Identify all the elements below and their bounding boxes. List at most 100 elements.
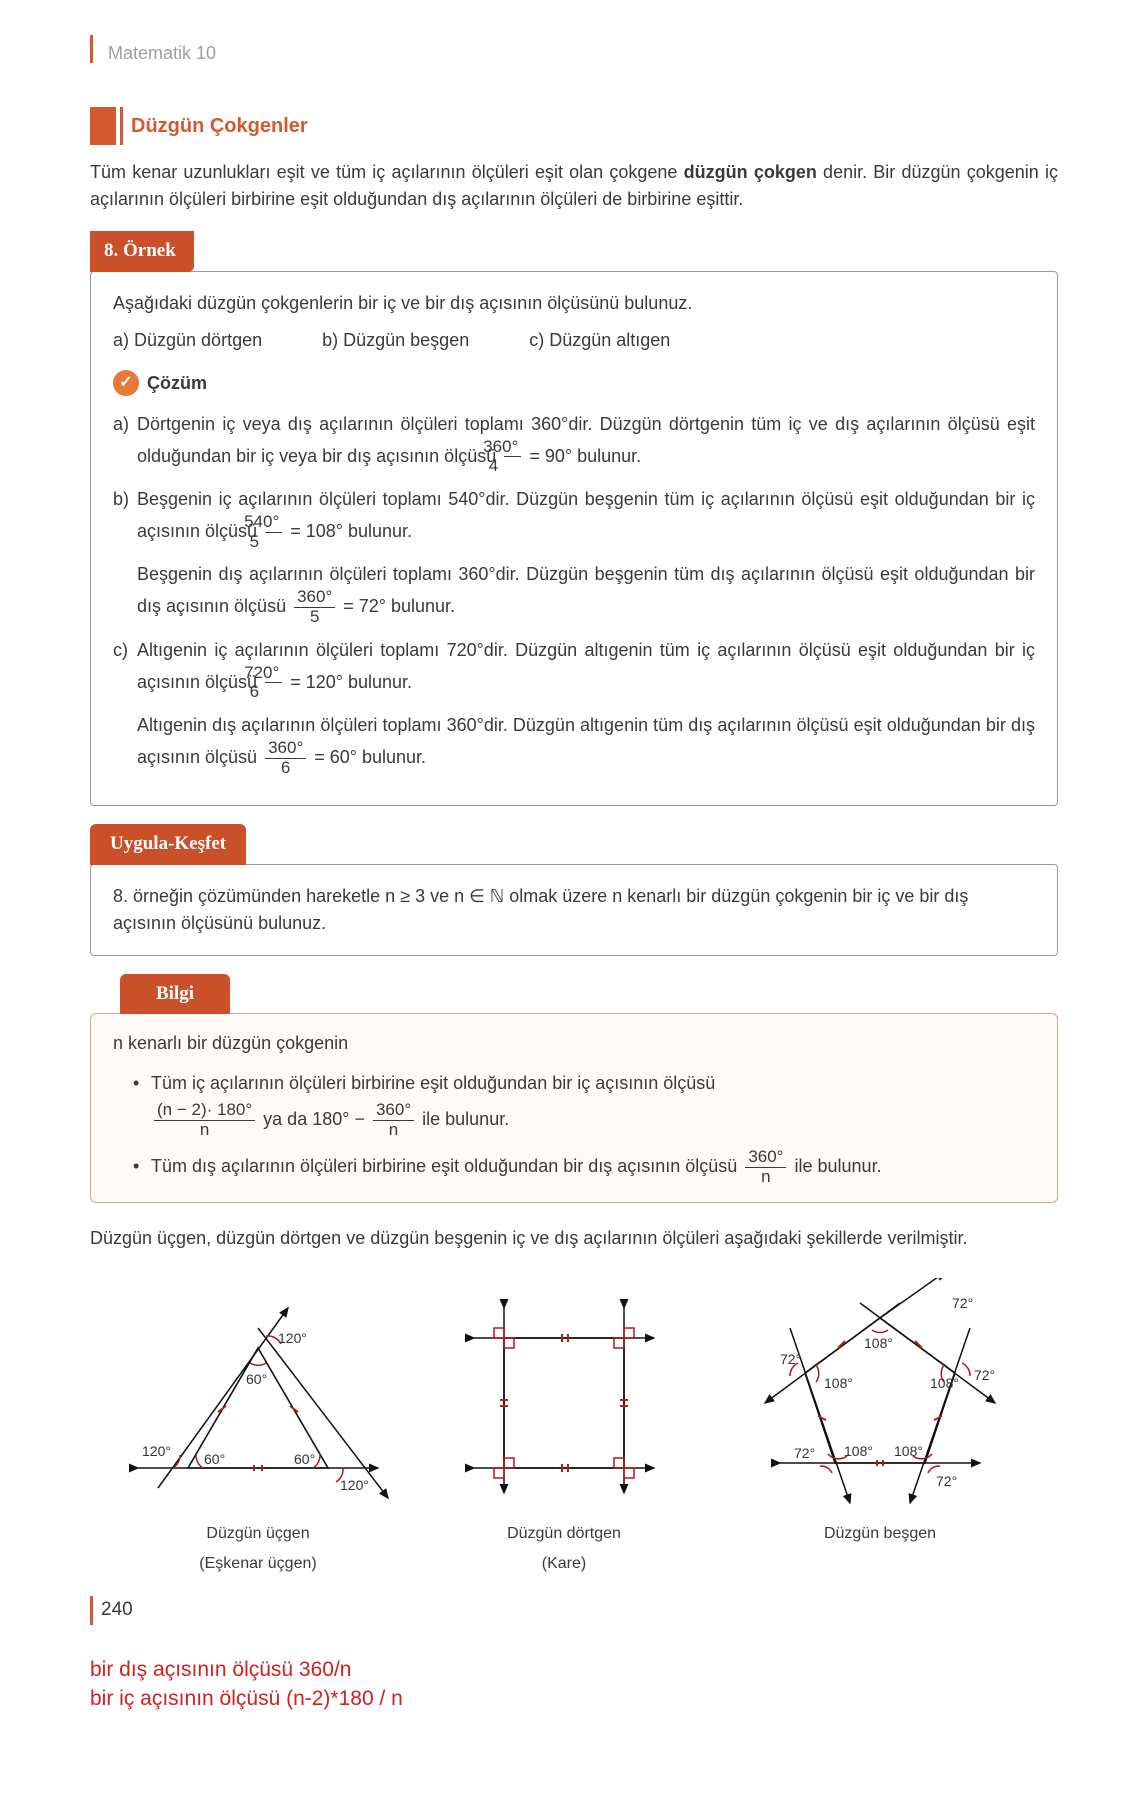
p-72-br: 72°: [936, 1473, 957, 1489]
frac-a-num: 360°: [504, 438, 521, 458]
intro-bold: düzgün çokgen: [684, 162, 817, 182]
sol-a-end: bulunur.: [577, 445, 641, 465]
sol-c-lbl: c): [113, 637, 137, 664]
p-108-tr: 108°: [930, 1375, 959, 1391]
figures-row: 120° 60° 120° 60° 60° 120° Düzgün üçgen …: [90, 1278, 1058, 1576]
frac-c2-num: 360°: [265, 739, 306, 759]
p-108-top: 108°: [864, 1335, 893, 1351]
pent-cap1: Düzgün beşgen: [730, 1522, 1030, 1546]
sol-a-eq: = 90°: [524, 445, 577, 465]
frac-a: 360°4: [504, 438, 521, 476]
course-title: Matematik 10: [90, 40, 1058, 67]
bilgi-frac1: (n − 2)· 180°n: [154, 1101, 255, 1139]
intro-paragraph: Tüm kenar uzunlukları eşit ve tüm iç açı…: [90, 159, 1058, 213]
p-72-tr: 72°: [974, 1367, 995, 1383]
sol-b: b)Beşgenin iç açılarının ölçüleri toplam…: [113, 486, 1035, 551]
sol-a: a)Dörtgenin iç veya dış açılarının ölçül…: [113, 411, 1035, 476]
fig-square: Düzgün dörtgen (Kare): [454, 1288, 674, 1576]
note-l1: bir dış açısının ölçüsü 360/n: [90, 1655, 1058, 1684]
body-2: Düzgün üçgen, düzgün dörtgen ve düzgün b…: [90, 1225, 1058, 1252]
frac-a-den: 4: [510, 457, 516, 476]
sol-b-end: bulunur.: [348, 521, 412, 541]
fig-triangle: 120° 60° 120° 60° 60° 120° Düzgün üçgen …: [118, 1288, 398, 1576]
frac-c2: 360°6: [265, 739, 306, 777]
sol-b2-end: bulunur.: [391, 596, 455, 616]
bilgi-f2d: n: [386, 1121, 401, 1140]
tri-cap2: (Eşkenar üçgen): [118, 1552, 398, 1576]
bilgi-frac2: 360°n: [373, 1101, 414, 1139]
footer-notes: bir dış açısının ölçüsü 360/n bir iç açı…: [90, 1655, 1058, 1714]
p-108-br: 108°: [894, 1443, 923, 1459]
p-108-tl: 108°: [824, 1375, 853, 1391]
frac-b2-den: 5: [307, 608, 322, 627]
p-72-bl: 72°: [794, 1445, 815, 1461]
p-108-bl: 108°: [844, 1443, 873, 1459]
p-72-top: 72°: [952, 1295, 973, 1311]
intro-a: Tüm kenar uzunlukları eşit ve tüm iç açı…: [90, 162, 684, 182]
uygula-box: 8. örneğin çözümünden hareketle n ≥ 3 ve…: [90, 864, 1058, 956]
example-tab: 8. Örnek: [90, 231, 194, 272]
frac-b2: 360°5: [294, 588, 335, 626]
page-number: 240: [90, 1596, 1058, 1625]
frac-c-den: 6: [271, 683, 277, 702]
sol-b-lbl: b): [113, 486, 137, 513]
bilgi-f1n: (n − 2)· 180°: [154, 1101, 255, 1121]
bilgi-f3d: n: [758, 1168, 773, 1187]
sq-cap1: Düzgün dörtgen: [454, 1522, 674, 1546]
p-72-tl: 72°: [780, 1351, 801, 1367]
bilgi-f3n: 360°: [745, 1148, 786, 1168]
bilgi-lead: n kenarlı bir düzgün çokgenin: [113, 1030, 1035, 1057]
bilgi-f1d: n: [197, 1121, 212, 1140]
bilgi-li2: Tüm dış açılarının ölçüleri birbirine eş…: [133, 1148, 1035, 1186]
uygula-tab: Uygula-Keşfet: [90, 824, 246, 865]
sol-b2-text: Beşgenin dış açılarının ölçüleri toplamı…: [137, 564, 1035, 616]
sol-c2: Altıgenin dış açılarının ölçüleri toplam…: [113, 712, 1035, 777]
example-box: Aşağıdaki düzgün çokgenlerin bir iç ve b…: [90, 271, 1058, 807]
example-prompt: Aşağıdaki düzgün çokgenlerin bir iç ve b…: [113, 290, 1035, 317]
tri-120-r: 120°: [340, 1477, 369, 1493]
frac-c: 720°6: [265, 664, 282, 702]
frac-b-num: 540°: [265, 513, 282, 533]
sol-c: c)Altıgenin iç açılarının ölçüleri topla…: [113, 637, 1035, 702]
section-header: Düzgün Çokgenler: [90, 107, 1058, 145]
sol-c-eq: = 120°: [285, 672, 348, 692]
bilgi-li1-mid: ya da 180° −: [263, 1109, 370, 1129]
sq-cap2: (Kare): [454, 1552, 674, 1576]
tri-120-top: 120°: [278, 1330, 307, 1346]
note-l2: bir iç açısının ölçüsü (n-2)*180 / n: [90, 1684, 1058, 1713]
square-svg: [454, 1288, 674, 1508]
header-accent-bar: [90, 35, 93, 63]
check-icon: ✓: [113, 370, 139, 396]
section-fill: [90, 107, 116, 145]
bilgi-li2-end: ile bulunur.: [795, 1156, 882, 1176]
solution-header: ✓ Çözüm: [113, 370, 1035, 397]
opt-a: a) Düzgün dörtgen: [113, 327, 262, 354]
tri-60-l: 60°: [204, 1451, 225, 1467]
tri-60-r: 60°: [294, 1451, 315, 1467]
bilgi-li1: Tüm iç açılarının ölçüleri birbirine eşi…: [133, 1065, 1035, 1139]
example-options: a) Düzgün dörtgen b) Düzgün beşgen c) Dü…: [113, 327, 1035, 354]
tri-120-l: 120°: [142, 1443, 171, 1459]
section-title: Düzgün Çokgenler: [120, 107, 316, 145]
bilgi-box: n kenarlı bir düzgün çokgenin Tüm iç açı…: [90, 1013, 1058, 1203]
bilgi-frac3: 360°n: [745, 1148, 786, 1186]
pent-cap2-spacer: [730, 1552, 1030, 1576]
frac-b2-num: 360°: [294, 588, 335, 608]
sol-b-eq: = 108°: [285, 521, 348, 541]
sol-a-lbl: a): [113, 411, 137, 438]
sol-b2: Beşgenin dış açılarının ölçüleri toplamı…: [113, 561, 1035, 626]
frac-b: 540°5: [265, 513, 282, 551]
bilgi-tab: Bilgi: [120, 974, 230, 1015]
bilgi-f2n: 360°: [373, 1101, 414, 1121]
solution-label: Çözüm: [147, 370, 207, 397]
uygula-text: 8. örneğin çözümünden hareketle n ≥ 3 ve…: [113, 883, 1035, 937]
opt-b: b) Düzgün beşgen: [322, 327, 469, 354]
frac-b-den: 5: [271, 533, 277, 552]
frac-c2-den: 6: [278, 759, 293, 778]
triangle-svg: 120° 60° 120° 60° 60° 120°: [118, 1288, 398, 1508]
bilgi-li2a: Tüm dış açılarının ölçüleri birbirine eş…: [151, 1156, 742, 1176]
opt-c: c) Düzgün altıgen: [529, 327, 670, 354]
sol-b2-eq: = 72°: [338, 596, 391, 616]
bilgi-li1a: Tüm iç açılarının ölçüleri birbirine eşi…: [151, 1073, 715, 1093]
tri-60-top: 60°: [246, 1371, 267, 1387]
